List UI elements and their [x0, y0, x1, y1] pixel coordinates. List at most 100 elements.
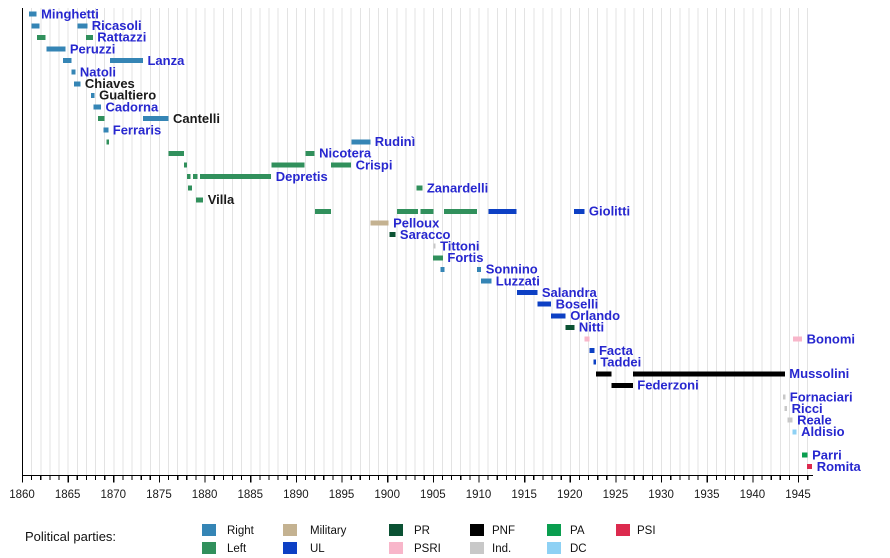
term-bar-depretis-left — [200, 174, 272, 180]
term-bar-bonomi-psri — [793, 336, 803, 342]
x-axis-tick-label: 1905 — [420, 489, 446, 501]
minister-label-fortis: Fortis — [447, 250, 483, 265]
minister-label-chiaves: Chiaves — [85, 76, 135, 91]
term-bar-giolitti-ul — [488, 208, 517, 214]
x-axis-tick-label: 1935 — [694, 489, 720, 501]
minister-label-gualtiero: Gualtiero — [99, 88, 156, 103]
term-bar-boselli-ul — [537, 301, 552, 307]
term-bar-zanardelli-left — [188, 185, 192, 191]
term-bar-giolitti-left — [443, 208, 478, 214]
term-bar-giolitti-left — [396, 208, 419, 214]
minister-label-ferraris: Ferraris — [113, 123, 161, 138]
minister-label-federzoni: Federzoni — [637, 378, 698, 393]
minister-label-pelloux: Pelloux — [393, 215, 440, 230]
x-axis-tick-label: 1860 — [9, 489, 35, 501]
term-bar-cantelli-right — [142, 116, 169, 122]
term-bar-zanardelli-left — [416, 185, 423, 191]
minister-label-depretis: Depretis — [276, 169, 328, 184]
term-bar-fortis-left — [432, 255, 443, 261]
term-bar-mussolini-pnf — [632, 371, 785, 377]
term-bar-nicotera-left — [168, 150, 185, 156]
term-bar-reale-ind — [787, 417, 793, 423]
term-bar-romita-psi — [807, 464, 813, 470]
term-bar-minghetti-right — [28, 11, 37, 17]
minister-label-romita: Romita — [817, 459, 862, 474]
minister-label-luzzati: Luzzati — [496, 273, 540, 288]
minister-label-minghetti: Minghetti — [41, 7, 99, 22]
term-bar-nicotera-left — [305, 150, 315, 156]
term-bar-bonomi-psri — [584, 336, 590, 342]
minister-label-crispi: Crispi — [356, 157, 393, 172]
minister-label-lanza: Lanza — [147, 53, 185, 68]
term-bar-fornaciari-ind — [782, 394, 786, 400]
minister-label-natoli: Natoli — [80, 65, 116, 80]
minister-label-ricci: Ricci — [792, 401, 823, 416]
x-axis-tick-label: 1870 — [101, 489, 127, 501]
term-bar-rattazzi-left — [37, 34, 46, 40]
x-axis-tick-label: 1945 — [785, 489, 811, 501]
term-bar-cantelli-left — [97, 116, 105, 122]
x-axis-tick-label: 1900 — [374, 489, 400, 501]
minister-label-bonomi: Bonomi — [807, 331, 855, 346]
minister-label-cadorna: Cadorna — [105, 99, 159, 114]
minister-label-facta: Facta — [599, 343, 634, 358]
minister-label-aldisio: Aldisio — [801, 424, 844, 439]
term-bar-lanza-right — [63, 58, 72, 64]
term-bar-gualtiero-right — [90, 92, 95, 98]
term-bar-chiaves-right — [74, 81, 81, 87]
minister-label-nicotera: Nicotera — [319, 146, 372, 161]
minister-label-fornaciari: Fornaciari — [790, 389, 853, 404]
term-bar-cadorna-right — [93, 104, 101, 110]
term-bar-depretis-left — [193, 174, 198, 180]
x-axis-tick-label: 1880 — [192, 489, 218, 501]
minister-label-boselli: Boselli — [556, 297, 599, 312]
term-bar-peruzzi-right — [46, 46, 66, 52]
x-axis-tick-label: 1915 — [511, 489, 537, 501]
term-bar-giolitti-left — [315, 208, 332, 214]
minister-label-reale: Reale — [797, 413, 832, 428]
minister-label-zanardelli: Zanardelli — [427, 181, 488, 196]
term-bar-luzzati-right — [481, 278, 492, 284]
term-bar-giolitti-left — [420, 208, 434, 214]
term-bar-sonnino-right — [440, 266, 445, 272]
term-bar-rudinì-right — [351, 139, 371, 145]
term-bar-ricasoli-right — [31, 23, 40, 29]
minister-label-tittoni: Tittoni — [440, 239, 479, 254]
minister-label-rattazzi: Rattazzi — [97, 30, 146, 45]
minister-label-nitti: Nitti — [579, 320, 604, 335]
x-axis-tick-label: 1930 — [648, 489, 674, 501]
x-axis-tick-label: 1920 — [557, 489, 583, 501]
x-axis-tick-label: 1940 — [740, 489, 766, 501]
term-bar-crispi-left — [184, 162, 187, 168]
term-bar-lanza-right — [110, 58, 143, 64]
term-bar-crispi-left — [271, 162, 305, 168]
term-bar-mussolini-pnf — [595, 371, 612, 377]
term-bar-rudinì-left — [106, 139, 110, 145]
minister-label-cantelli: Cantelli — [173, 111, 220, 126]
term-bar-salandra-ul — [516, 290, 538, 296]
term-bar-ricasoli-right — [77, 23, 88, 29]
x-axis-tick-label: 1875 — [146, 489, 172, 501]
minister-label-parri: Parri — [812, 447, 842, 462]
term-bar-natoli-right — [71, 69, 76, 75]
minister-label-giolitti: Giolitti — [589, 204, 630, 219]
term-bar-tittoni-ind — [433, 243, 436, 249]
term-bar-aldisio-dc — [792, 429, 797, 435]
term-bar-sonnino-right — [477, 266, 482, 272]
term-bar-nitti-pr — [565, 324, 575, 330]
term-bar-ferraris-right — [103, 127, 109, 133]
term-bar-crispi-left — [331, 162, 352, 168]
minister-label-rudinì: Rudinì — [375, 134, 415, 149]
term-bar-rattazzi-left — [85, 34, 93, 40]
term-bar-giolitti-ul — [573, 208, 585, 214]
minister-label-orlando: Orlando — [570, 308, 620, 323]
term-bar-facta-ul — [589, 348, 595, 354]
minister-label-villa: Villa — [208, 192, 235, 207]
minister-label-salandra: Salandra — [542, 285, 598, 300]
term-bar-taddei-ul — [593, 359, 596, 365]
x-axis-tick-label: 1895 — [329, 489, 355, 501]
minister-label-taddei: Taddei — [600, 355, 641, 370]
x-axis-tick-label: 1885 — [237, 489, 263, 501]
